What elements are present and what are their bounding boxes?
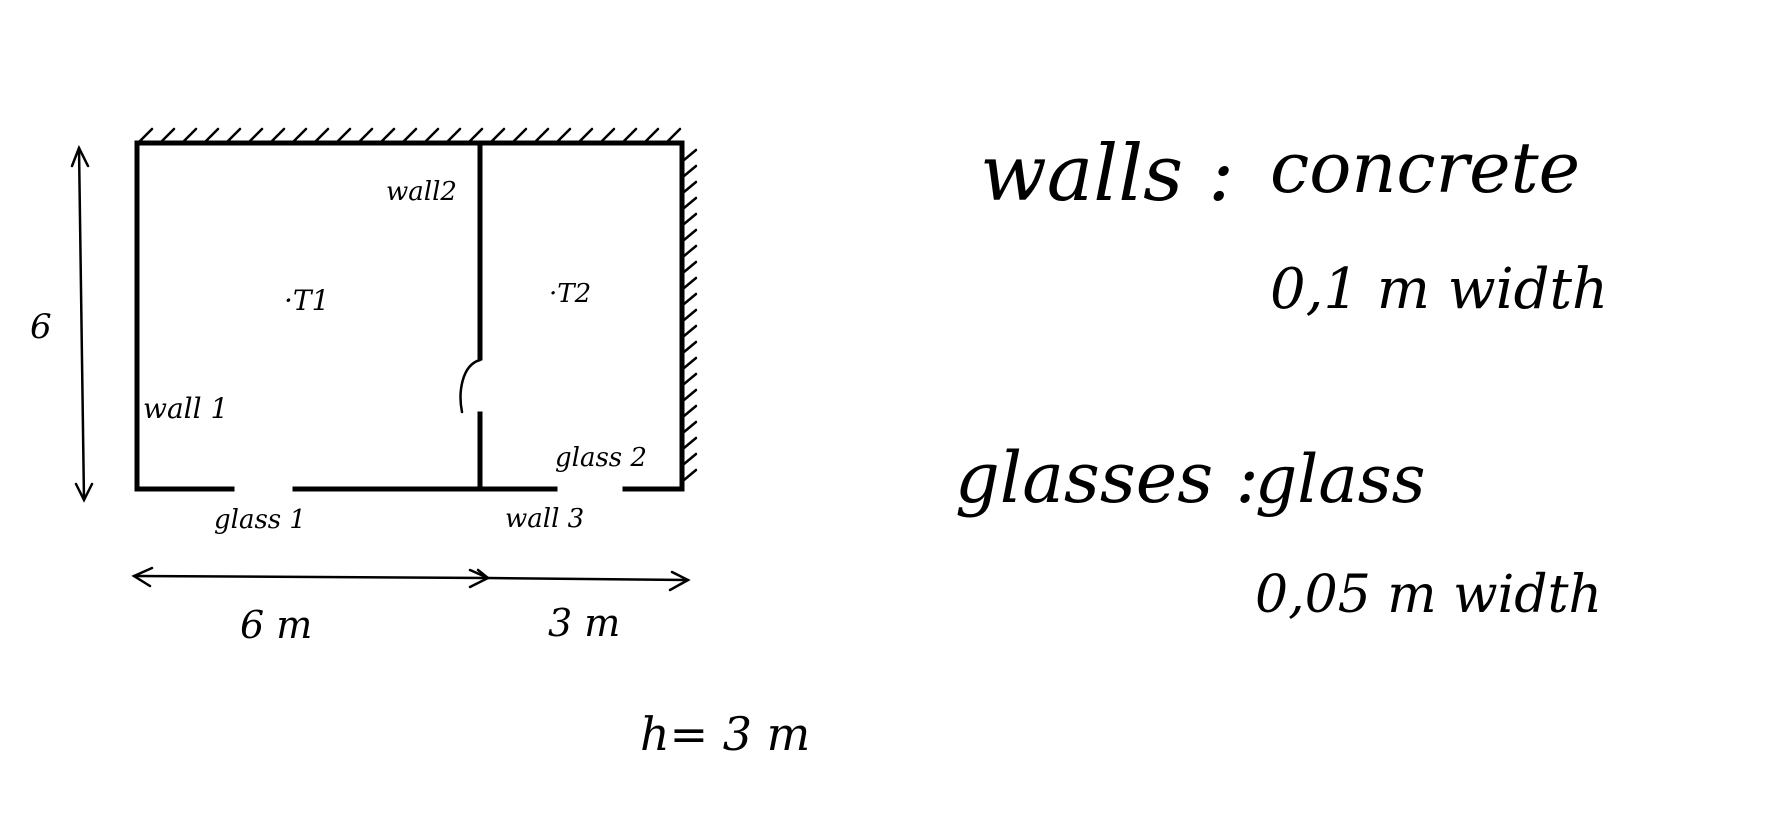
hatch-mark: [682, 212, 698, 226]
hatch-mark: [682, 308, 698, 322]
hatch-mark: [682, 324, 698, 338]
hatch-mark: [512, 127, 528, 143]
walls-material: concrete: [1270, 127, 1580, 209]
hatch-mark: [380, 127, 396, 143]
hatch-mark: [160, 127, 176, 143]
glasses-key: glasses :: [955, 437, 1259, 519]
hatch-mark: [248, 127, 264, 143]
hatch-mark: [682, 420, 698, 434]
hatch-mark: [292, 127, 308, 143]
hatch-mark: [682, 164, 698, 178]
hatch-mark: [682, 196, 698, 210]
hatch-mark: [682, 148, 698, 162]
hatch-mark: [682, 404, 698, 418]
right-hatching: [682, 148, 698, 482]
hatch-mark: [182, 127, 198, 143]
hatch-mark: [446, 127, 462, 143]
walls: [134, 140, 685, 492]
hatch-mark: [622, 127, 638, 143]
hatch-mark: [270, 127, 286, 143]
t2-label: ·T2: [549, 279, 591, 309]
width-right-label: 3 m: [548, 601, 620, 645]
hatch-mark: [336, 127, 352, 143]
wall2-label: wall2: [386, 177, 457, 207]
hatch-mark: [682, 228, 698, 242]
hatch-mark: [644, 127, 660, 143]
hatch-mark: [534, 127, 550, 143]
hatch-mark: [490, 127, 506, 143]
hatch-mark: [358, 127, 374, 143]
hatch-mark: [682, 276, 698, 290]
height-dimension: [70, 144, 94, 503]
wall1-label: wall 1: [143, 392, 228, 425]
hatch-mark: [682, 260, 698, 274]
hatch-mark: [682, 356, 698, 370]
hatch-mark: [682, 292, 698, 306]
width-left-label: 6 m: [240, 603, 312, 647]
hatch-mark: [682, 244, 698, 258]
hatch-mark: [556, 127, 572, 143]
walls-width: 0,1 m width: [1270, 257, 1608, 322]
hatch-mark: [666, 127, 682, 143]
hatch-mark: [468, 127, 484, 143]
walls-key: walls :: [980, 129, 1234, 219]
hatch-mark: [682, 468, 698, 482]
hatch-mark: [682, 180, 698, 194]
room-height-label: h= 3 m: [640, 707, 810, 761]
width-dimension: [131, 566, 691, 592]
door-swing: [459, 358, 482, 414]
hatch-mark: [682, 436, 698, 450]
glasses-width: 0,05 m width: [1255, 565, 1602, 625]
hatch-mark: [314, 127, 330, 143]
hatch-mark: [600, 127, 616, 143]
top-hatching: [138, 127, 682, 143]
hatch-mark: [682, 340, 698, 354]
hatch-mark: [682, 372, 698, 386]
glass2-label: glass 2: [555, 443, 647, 473]
height-dimension-label: 6: [30, 307, 52, 347]
hatch-mark: [682, 452, 698, 466]
hatch-mark: [402, 127, 418, 143]
hatch-mark: [204, 127, 220, 143]
wall3-label: wall 3: [505, 504, 584, 534]
hatch-mark: [424, 127, 440, 143]
hatch-mark: [138, 127, 154, 143]
t1-label: ·T1: [284, 284, 329, 317]
glass1-label: glass 1: [214, 505, 306, 535]
hatch-mark: [578, 127, 594, 143]
hatch-mark: [682, 388, 698, 402]
glasses-material: glass: [1255, 441, 1425, 518]
hatch-mark: [226, 127, 242, 143]
